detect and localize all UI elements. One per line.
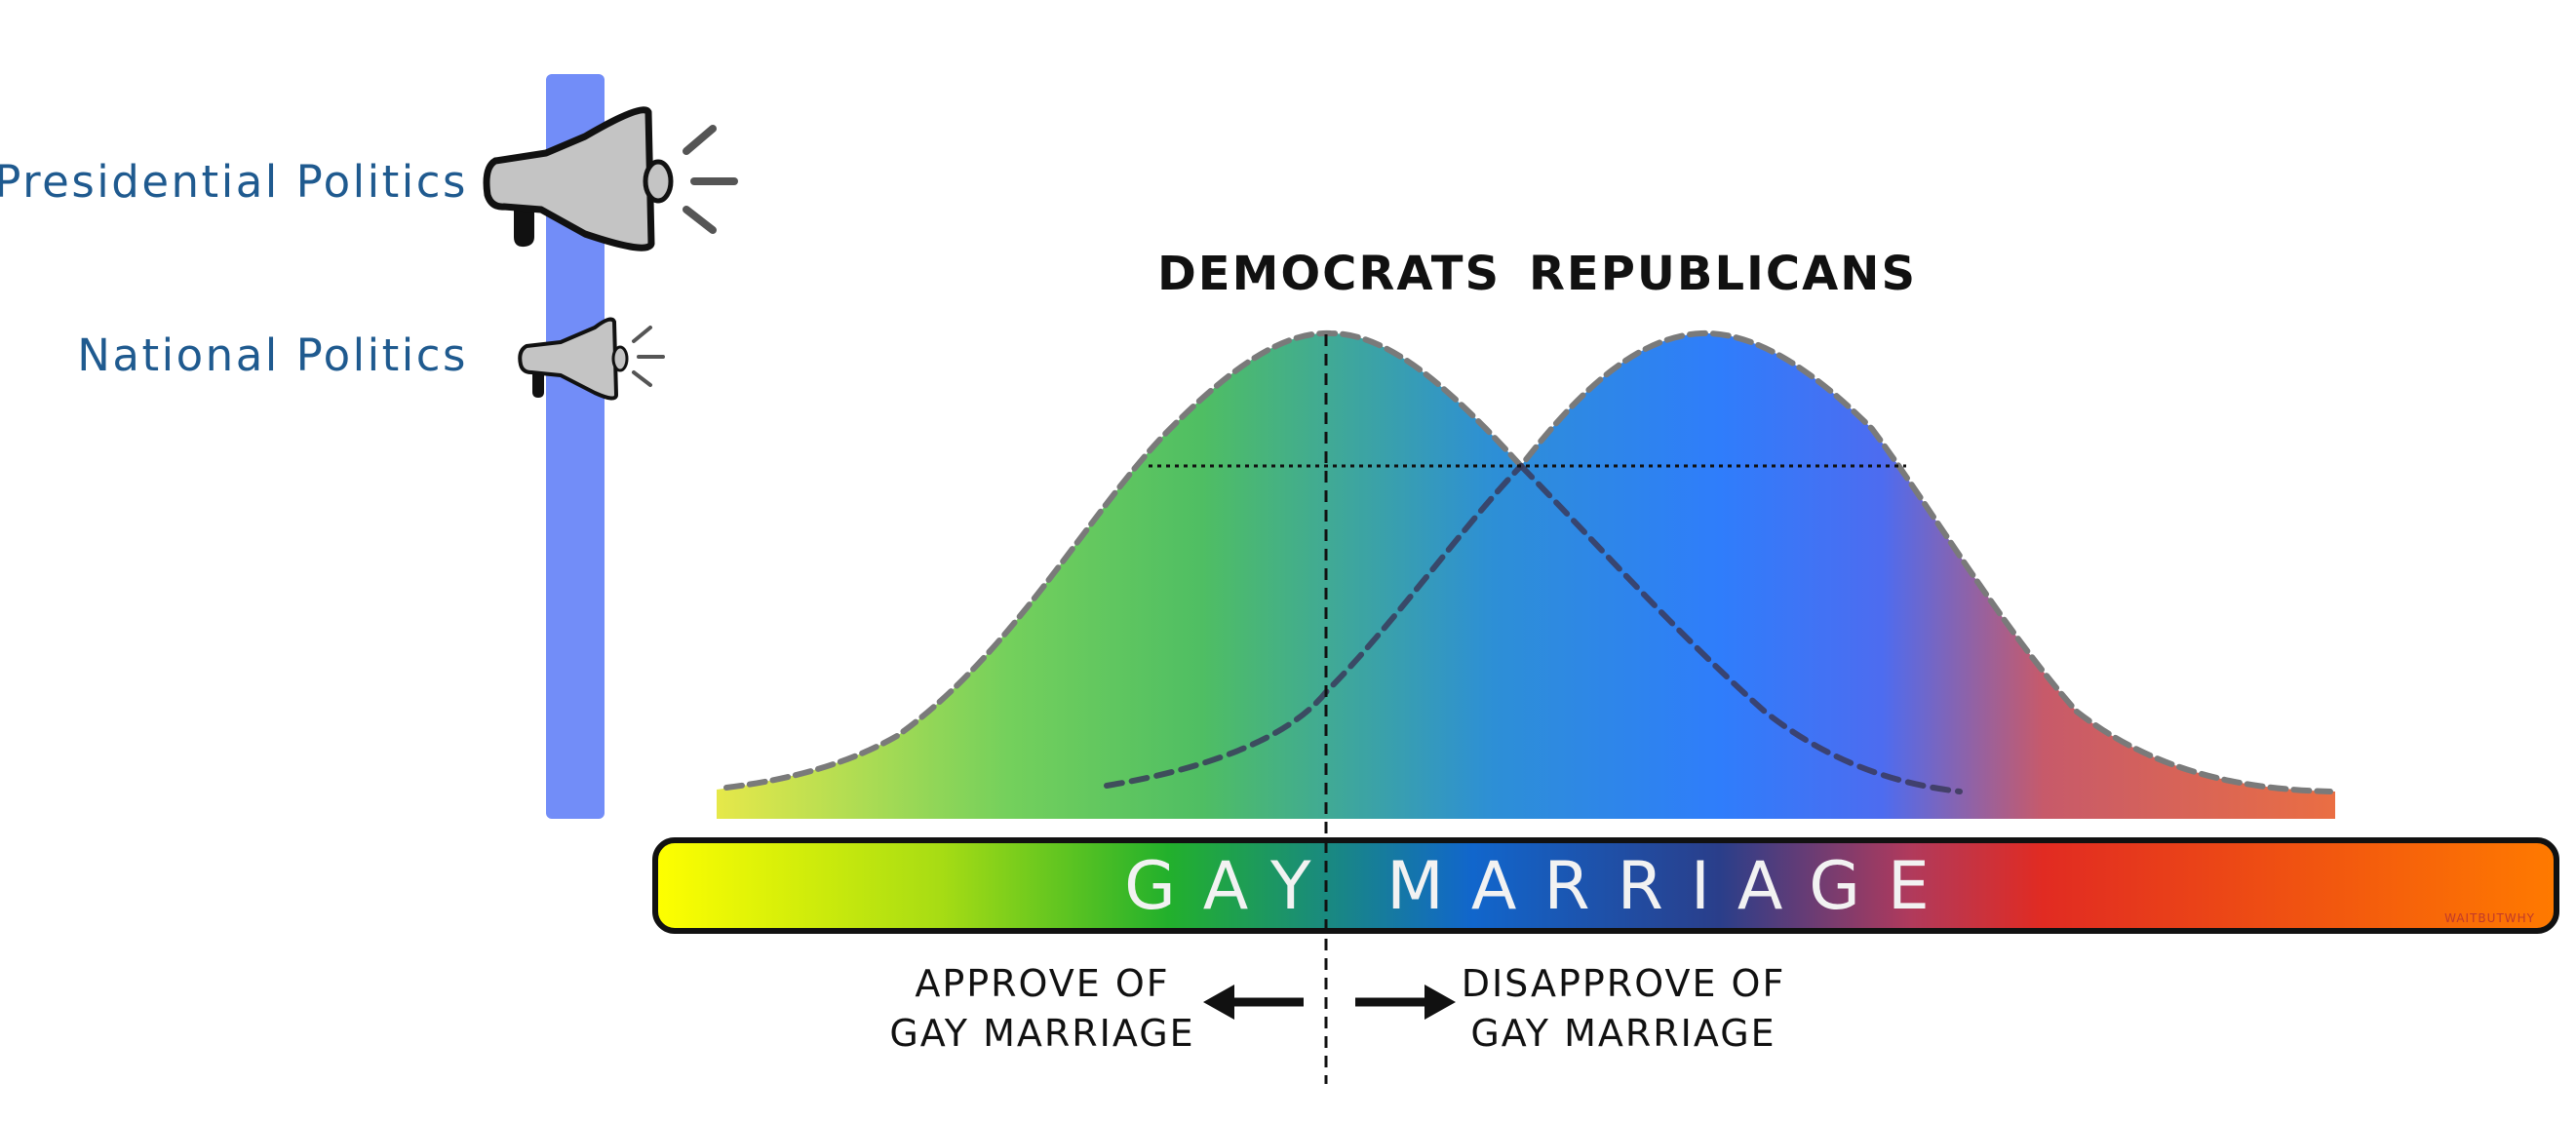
disapprove-label-line2: GAY MARRIAGE: [1470, 1012, 1776, 1055]
distribution-fill: [717, 333, 2335, 819]
megaphone-large-icon: [487, 110, 734, 248]
megaphone-small-icon: [520, 320, 663, 399]
right-arrow-icon: [1355, 985, 1456, 1020]
left-arrow-icon: [1203, 985, 1304, 1020]
watermark-label: WAITBUTWHY: [2444, 911, 2535, 925]
republicans-label: REPUBLICANS: [1529, 247, 1917, 301]
disapprove-label-line1: DISAPPROVE OF: [1462, 962, 1786, 1005]
national-politics-label: National Politics: [77, 329, 468, 381]
approve-label-line2: GAY MARRIAGE: [889, 1012, 1194, 1055]
democrats-label: DEMOCRATS: [1157, 247, 1501, 301]
presidential-politics-label: Presidential Politics: [0, 156, 468, 208]
gay-marriage-bar-title: GAY MARRIAGE: [1124, 848, 1957, 925]
approve-label-line1: APPROVE OF: [915, 962, 1169, 1005]
